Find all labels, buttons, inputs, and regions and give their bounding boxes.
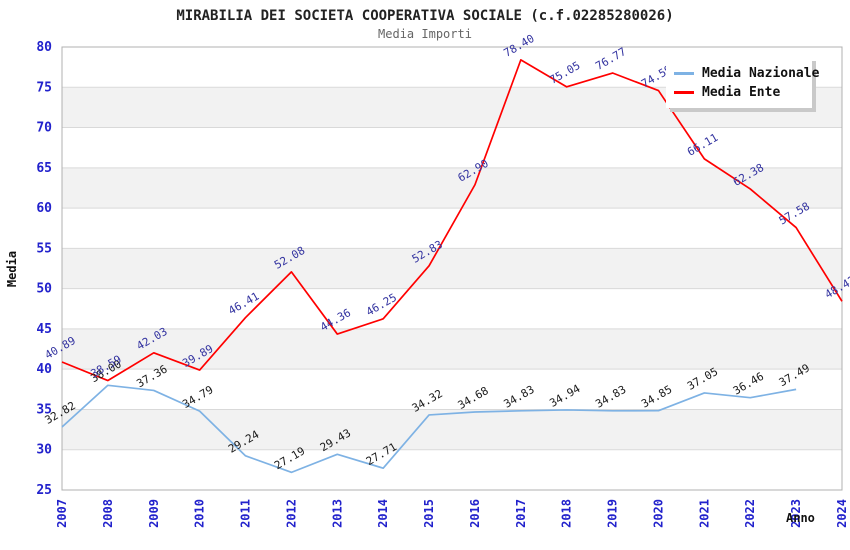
y-tick-label: 25	[36, 483, 52, 498]
x-tick-label: 2023	[789, 499, 803, 528]
y-tick-label: 60	[36, 201, 52, 216]
point-label-nazionale: 34.83	[501, 383, 536, 411]
point-label-ente: 66.11	[685, 131, 720, 159]
x-axis-title: Anno	[786, 511, 815, 525]
plot-band	[62, 167, 842, 209]
y-tick-label: 80	[36, 40, 52, 55]
point-label-nazionale: 34.83	[593, 383, 628, 411]
point-label-nazionale: 34.68	[456, 384, 491, 412]
x-tick-label: 2019	[606, 499, 620, 528]
y-tick-label: 45	[36, 322, 52, 337]
series-line-nazionale	[61, 384, 797, 474]
x-tick-label: 2015	[422, 499, 436, 528]
x-tick-label: 2007	[55, 499, 69, 528]
y-tick-label: 40	[36, 362, 52, 377]
x-tick-label: 2010	[193, 499, 207, 528]
x-tick-label: 2021	[697, 499, 711, 528]
legend-item-media-ente: Media Ente	[674, 83, 804, 102]
x-tick-label: 2011	[239, 499, 253, 528]
legend-label-nazionale: Media Nazionale	[702, 66, 820, 81]
point-label-nazionale: 34.94	[547, 382, 583, 410]
series-line-ente	[61, 59, 843, 382]
point-label-nazionale: 34.79	[180, 383, 215, 411]
x-tick-label: 2009	[147, 499, 161, 528]
x-tick-label: 2018	[560, 499, 574, 528]
point-label-ente: 75.05	[547, 59, 582, 87]
y-tick-label: 30	[36, 443, 52, 458]
y-tick-label: 65	[36, 161, 52, 176]
x-tick-label: 2008	[101, 499, 115, 528]
legend: Media Nazionale Media Ente	[666, 57, 819, 108]
plot-band	[62, 409, 842, 450]
y-tick-label: 75	[36, 80, 52, 95]
x-tick-label: 2016	[468, 499, 482, 528]
legend-item-media-nazionale: Media Nazionale	[674, 64, 819, 83]
y-axis-title: Media	[5, 250, 19, 288]
point-label-nazionale: 36.46	[731, 370, 766, 398]
point-label-ente: 76.77	[593, 45, 628, 73]
plot-band	[62, 328, 842, 370]
chart-subtitle: Media Importi	[378, 27, 472, 41]
y-tick-label: 70	[36, 121, 52, 136]
y-tick-label: 35	[36, 402, 52, 417]
x-tick-label: 2024	[835, 499, 849, 528]
y-tick-label: 50	[36, 282, 52, 297]
x-tick-label: 2022	[743, 499, 757, 528]
plot-band	[62, 248, 842, 289]
x-tick-label: 2017	[514, 499, 528, 528]
plot-frame	[61, 46, 843, 491]
chart-title: MIRABILIA DEI SOCIETA COOPERATIVA SOCIAL…	[176, 8, 674, 24]
legend-swatch-nazionale-icon	[674, 72, 694, 75]
legend-label-ente: Media Ente	[702, 85, 781, 100]
x-tick-label: 2013	[330, 499, 344, 528]
x-tick-label: 2014	[376, 499, 390, 528]
x-tick-label: 2020	[651, 499, 665, 528]
x-tick-label: 2012	[284, 499, 298, 528]
legend-swatch-ente-icon	[674, 91, 694, 94]
point-label-ente: 46.41	[226, 290, 261, 318]
y-tick-label: 55	[36, 241, 52, 256]
point-label-ente: 46.25	[364, 291, 399, 319]
